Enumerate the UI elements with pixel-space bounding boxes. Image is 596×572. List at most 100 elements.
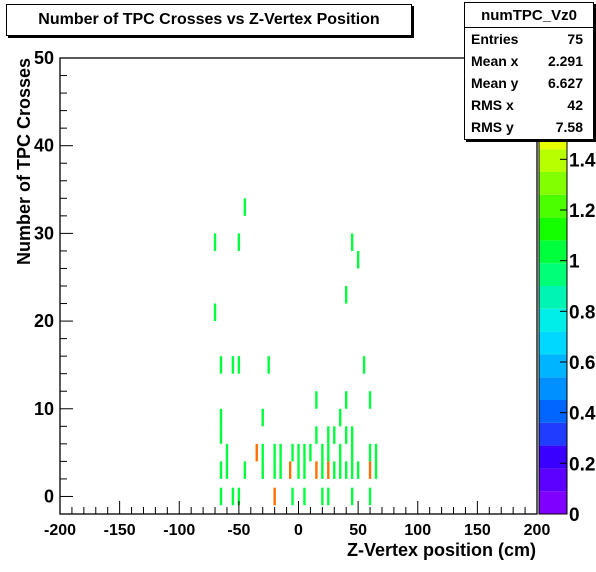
palette-swatch bbox=[539, 217, 567, 241]
histogram-bin bbox=[243, 198, 247, 216]
histogram-bin bbox=[345, 391, 348, 409]
histogram-bin bbox=[261, 461, 264, 479]
stats-row-mean-x: Mean x 2.291 bbox=[465, 50, 593, 72]
histogram-bin bbox=[327, 461, 330, 479]
histogram-bin bbox=[261, 408, 264, 427]
histogram-bin bbox=[350, 426, 354, 444]
histogram-bin bbox=[303, 443, 306, 462]
x-axis: -200 -150 -100 -50 0 50 100 150 200 bbox=[44, 501, 550, 539]
palette-tick-label: 1 bbox=[569, 252, 580, 273]
histogram-bin bbox=[273, 487, 276, 506]
histogram-bin bbox=[350, 443, 354, 462]
stats-histogram-name: numTPC_Vz0 bbox=[465, 3, 593, 28]
palette-swatch bbox=[539, 172, 567, 195]
palette-tick-label: 0 bbox=[569, 505, 580, 526]
x-tick-label: 50 bbox=[349, 522, 367, 539]
histogram-bin bbox=[279, 443, 282, 462]
stats-label: RMS y bbox=[471, 119, 514, 135]
palette-tick-label: 1.4 bbox=[569, 150, 596, 171]
palette-swatch bbox=[539, 194, 567, 218]
y-tick-label: 30 bbox=[34, 223, 54, 243]
palette-tick-label: 1.2 bbox=[569, 201, 595, 222]
palette-swatch bbox=[539, 445, 567, 469]
stats-label: Mean x bbox=[471, 53, 519, 69]
palette-tick-label: 0.8 bbox=[569, 302, 595, 323]
x-tick-label: -100 bbox=[163, 522, 195, 539]
x-tick-label: -50 bbox=[227, 522, 250, 539]
stats-label: Entries bbox=[471, 31, 519, 47]
x-tick-label: 100 bbox=[404, 522, 431, 539]
histogram-bin bbox=[321, 461, 324, 479]
histogram-bin bbox=[237, 487, 241, 506]
stats-row-rms-y: RMS y 7.58 bbox=[465, 116, 593, 138]
histogram-bin bbox=[356, 461, 360, 479]
palette-swatch bbox=[539, 149, 567, 172]
histogram-bin bbox=[213, 233, 217, 251]
palette-tick-label: 0.2 bbox=[569, 454, 595, 475]
histogram-bin bbox=[333, 461, 336, 479]
palette-swatch bbox=[539, 286, 567, 309]
histogram-bin bbox=[321, 443, 324, 462]
x-tick-label: -200 bbox=[44, 522, 76, 539]
histogram-bin bbox=[315, 426, 318, 444]
palette-swatch bbox=[539, 354, 567, 378]
histogram-bin bbox=[219, 426, 223, 444]
stats-value: 75 bbox=[567, 31, 583, 47]
histogram-bin bbox=[321, 487, 324, 506]
histogram-bin bbox=[237, 233, 241, 251]
histogram-bin bbox=[339, 461, 342, 479]
histogram-bin bbox=[255, 443, 258, 462]
palette-swatch bbox=[539, 331, 567, 355]
stats-row-rms-x: RMS x 42 bbox=[465, 94, 593, 116]
chart-title-box: Number of TPC Crosses vs Z-Vertex Positi… bbox=[6, 4, 412, 36]
x-axis-label: Z-Vertex position (cm) bbox=[347, 540, 536, 560]
histogram-bin bbox=[288, 461, 292, 479]
y-tick-label: 10 bbox=[34, 399, 54, 419]
histogram-bin bbox=[213, 303, 217, 322]
x-tick-label: 0 bbox=[294, 522, 303, 539]
histogram-bin bbox=[243, 461, 247, 479]
histogram-bin bbox=[327, 426, 330, 444]
histogram-bin bbox=[368, 391, 372, 409]
histogram-bin bbox=[291, 487, 294, 506]
histogram-bin bbox=[303, 487, 306, 506]
palette-swatch bbox=[539, 468, 567, 492]
histogram-bin bbox=[350, 461, 354, 479]
stats-value: 7.58 bbox=[555, 119, 583, 135]
histogram-bin bbox=[350, 487, 354, 506]
histogram-bin bbox=[362, 356, 366, 374]
histogram-bin bbox=[315, 391, 318, 409]
histogram-bin bbox=[315, 461, 318, 479]
histogram-bin bbox=[267, 356, 270, 374]
histogram-bin bbox=[345, 461, 348, 479]
histogram-bin bbox=[345, 426, 348, 444]
stats-label: RMS x bbox=[471, 97, 514, 113]
histogram-bin bbox=[368, 443, 372, 462]
histogram-bin bbox=[368, 461, 372, 479]
palette-swatch bbox=[539, 377, 567, 400]
histogram-bin bbox=[231, 487, 235, 506]
x-tick-label: -150 bbox=[104, 522, 136, 539]
histogram-bin bbox=[261, 443, 264, 462]
y-tick-label: 40 bbox=[34, 136, 54, 156]
stats-row-entries: Entries 75 bbox=[465, 28, 593, 50]
y-tick-label: 50 bbox=[34, 48, 54, 68]
palette-swatch bbox=[539, 491, 567, 514]
histogram-bin bbox=[345, 286, 348, 304]
histogram-bin bbox=[219, 487, 223, 506]
x-tick-label: 200 bbox=[524, 522, 551, 539]
histogram-bin bbox=[219, 461, 223, 479]
stats-value: 42 bbox=[567, 97, 583, 113]
histogram-bin bbox=[273, 461, 276, 479]
histogram-bin bbox=[350, 233, 354, 251]
histogram-bin bbox=[219, 356, 223, 374]
histogram-bin bbox=[225, 461, 229, 479]
histogram-bin bbox=[225, 443, 229, 462]
palette-tick-label: 0.4 bbox=[569, 404, 596, 425]
chart-title: Number of TPC Crosses vs Z-Vertex Positi… bbox=[38, 11, 380, 28]
palette-swatch bbox=[539, 308, 567, 332]
histogram-bin bbox=[333, 426, 336, 444]
histogram-bin bbox=[374, 443, 378, 462]
histogram-bin bbox=[219, 408, 223, 427]
x-tick-label: 150 bbox=[464, 522, 491, 539]
